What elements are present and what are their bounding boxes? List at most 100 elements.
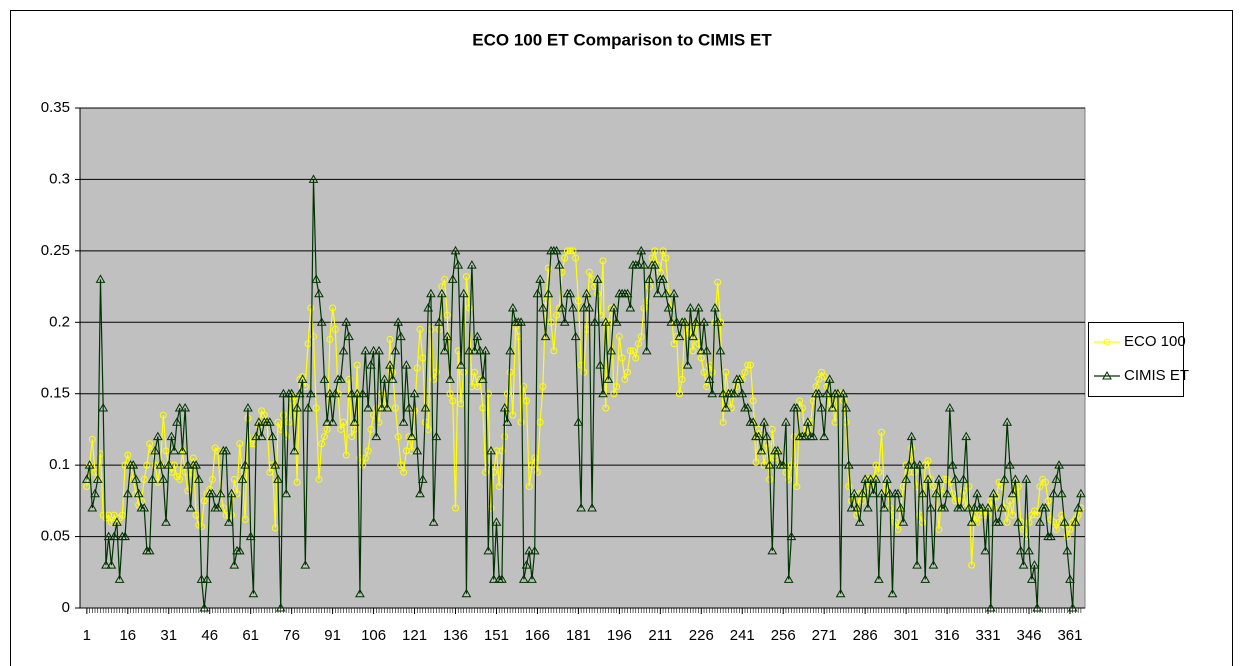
data-point — [416, 325, 424, 333]
data-point — [475, 345, 485, 355]
data-point — [636, 245, 647, 255]
data-point — [327, 417, 338, 426]
data-point — [802, 417, 813, 426]
data-point — [264, 417, 275, 426]
data-point — [371, 431, 382, 441]
data-point — [322, 417, 333, 426]
data-point — [1070, 517, 1081, 526]
data-point — [356, 454, 364, 462]
data-point — [569, 247, 577, 255]
data-point — [517, 418, 525, 426]
legend-marker — [1103, 338, 1111, 346]
data-point — [529, 545, 540, 555]
data-point — [686, 325, 694, 333]
data-point — [1005, 460, 1015, 469]
data-point — [106, 560, 117, 569]
data-point — [447, 274, 458, 283]
data-point — [431, 431, 442, 441]
data-point — [520, 383, 528, 391]
data-point — [786, 531, 797, 541]
data-point — [314, 288, 324, 298]
data-point — [360, 345, 371, 355]
data-point — [101, 560, 111, 569]
data-point — [294, 388, 305, 398]
data-point — [871, 474, 881, 483]
data-point — [274, 418, 282, 426]
data-point — [361, 454, 369, 462]
data-point — [193, 474, 204, 483]
data-point — [1046, 531, 1056, 541]
data-point — [158, 474, 169, 483]
data-point — [1076, 488, 1086, 498]
data-point — [704, 374, 715, 383]
data-point — [893, 488, 903, 498]
data-point — [497, 574, 507, 583]
data-point — [1052, 525, 1060, 533]
data-point — [734, 374, 745, 383]
data-point — [1006, 497, 1014, 505]
data-point — [929, 483, 937, 491]
data-point — [267, 431, 278, 441]
data-point — [536, 418, 544, 426]
data-point — [742, 402, 753, 412]
data-point — [198, 523, 206, 531]
data-point — [544, 264, 552, 272]
data-point — [908, 444, 916, 452]
data-point — [626, 347, 634, 355]
data-point — [857, 488, 868, 498]
data-point — [215, 488, 226, 498]
data-point — [525, 483, 533, 491]
data-point — [184, 487, 192, 495]
data-point — [256, 431, 267, 441]
data-point — [273, 474, 283, 483]
data-point — [323, 425, 331, 433]
data-point — [109, 531, 119, 541]
data-point — [819, 431, 830, 441]
data-point — [792, 402, 802, 412]
data-point — [241, 515, 249, 523]
data-point — [965, 483, 973, 491]
data-point — [633, 260, 644, 269]
data-point — [924, 457, 932, 465]
x-tick-label: 271 — [812, 627, 837, 644]
data-point — [397, 461, 405, 469]
data-point — [950, 474, 961, 483]
data-point — [245, 531, 256, 541]
y-tick-label: 0.05 — [41, 528, 70, 545]
data-point — [199, 602, 210, 612]
data-point — [846, 502, 857, 512]
data-point — [364, 447, 372, 455]
data-point — [275, 602, 286, 612]
data-point — [271, 524, 279, 532]
data-point — [402, 447, 410, 455]
data-point — [341, 317, 352, 326]
data-point — [650, 260, 660, 269]
legend-label: CIMIS ET — [1124, 367, 1189, 384]
data-point — [804, 425, 812, 433]
data-point — [344, 331, 354, 341]
data-point — [849, 488, 860, 498]
data-point — [303, 402, 313, 412]
data-point — [966, 517, 977, 526]
data-point — [152, 431, 163, 441]
data-point — [613, 383, 621, 391]
data-point — [964, 502, 974, 512]
data-point — [396, 331, 406, 341]
data-point — [159, 411, 167, 419]
data-point — [540, 331, 551, 341]
data-point — [507, 302, 518, 312]
data-point — [467, 260, 477, 269]
data-point — [852, 502, 862, 512]
data-point — [690, 317, 701, 326]
data-point — [931, 488, 942, 498]
data-point — [550, 347, 558, 355]
data-point — [391, 404, 399, 412]
data-point — [884, 488, 895, 498]
data-point — [516, 317, 526, 326]
data-point — [509, 411, 517, 419]
data-point — [693, 302, 704, 312]
data-point — [554, 260, 565, 269]
data-point — [682, 360, 693, 369]
x-tick-label: 226 — [689, 627, 714, 644]
data-point — [761, 431, 772, 441]
